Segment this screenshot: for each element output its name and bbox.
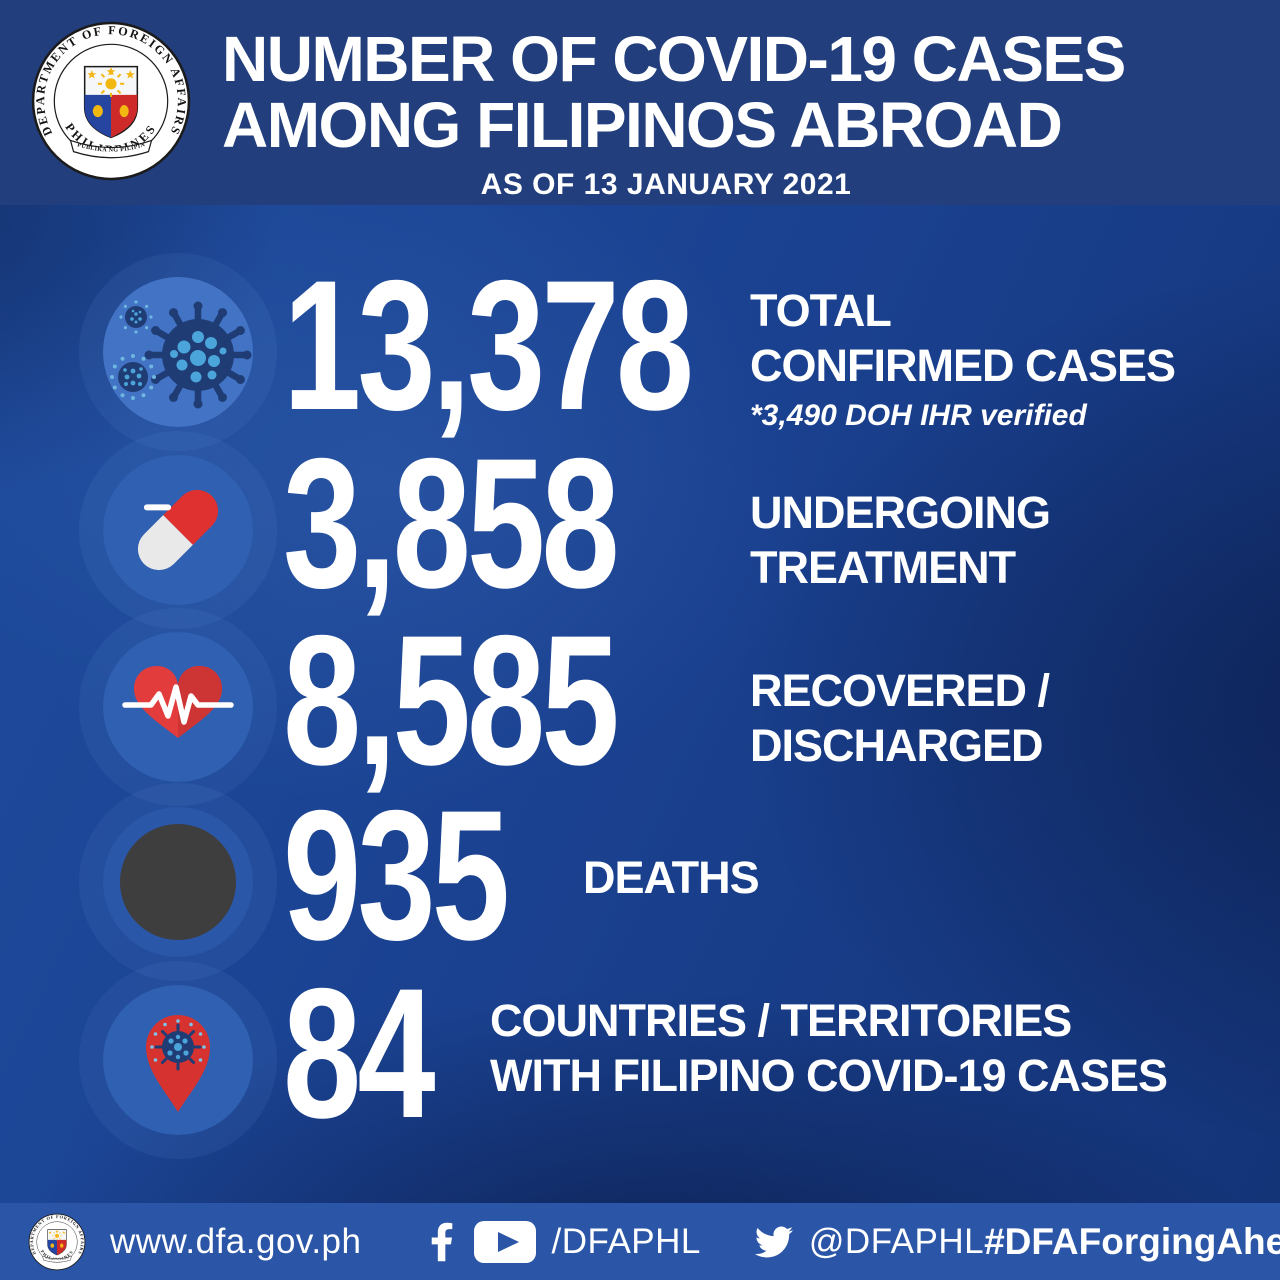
twitter-icon [754, 1226, 793, 1257]
stat-row-countries: 84 COUNTRIES / TERRITORIES WITH FILIPINO… [0, 961, 1280, 1146]
stat-value-treatment: 3,858 [283, 420, 620, 627]
stat-label-line: TOTAL [750, 285, 892, 336]
stat-label-line: COUNTRIES / TERRITORIES [490, 995, 1072, 1046]
as-of-date: AS OF 13 JANUARY 2021 [480, 168, 852, 201]
stats-body: 13,378 TOTAL CONFIRMED CASES *3,490 DOH … [0, 205, 1280, 1203]
stat-label-line: WITH FILIPINO COVID-19 CASES [490, 1050, 1168, 1101]
virus-icon [103, 277, 253, 427]
facebook-icon [431, 1222, 452, 1261]
heart-pulse-icon [103, 632, 253, 782]
map-pin-virus-icon [103, 985, 253, 1135]
stat-label-line: UNDERGOING [750, 487, 1051, 538]
twitter-handle: @DFAPHL [808, 1221, 985, 1261]
stat-label-line: CONFIRMED CASES [750, 340, 1176, 391]
campaign-hashtag: #DFAForgingAhead [984, 1220, 1280, 1262]
stat-label-treatment: UNDERGOING TREATMENT [750, 485, 1051, 595]
stat-row-deaths: 935 DEATHS [0, 783, 1280, 968]
page-title-line-1: NUMBER OF COVID-19 CASES [222, 23, 1126, 95]
doh-ihr-note: *3,490 DOH IHR verified [750, 399, 1087, 432]
stat-row-treatment: 3,858 UNDERGOING TREATMENT [0, 431, 1280, 616]
stat-value-deaths: 935 [283, 772, 510, 979]
dfa-seal-logo-small [28, 1213, 86, 1271]
stat-label-line: TREATMENT [750, 542, 1016, 593]
stat-label-line: DEATHS [583, 852, 760, 903]
header: NUMBER OF COVID-19 CASES AMONG FILIPINOS… [0, 0, 1280, 205]
dfa-seal-logo [30, 20, 192, 182]
stat-label-countries: COUNTRIES / TERRITORIES WITH FILIPINO CO… [490, 993, 1168, 1103]
deaths-circle-icon [103, 807, 253, 957]
stat-value-recovered: 8,585 [283, 597, 620, 804]
stat-label-recovered: RECOVERED / DISCHARGED [750, 663, 1050, 773]
stat-row-confirmed: 13,378 TOTAL CONFIRMED CASES *3,490 DOH … [0, 253, 1280, 438]
stat-value-confirmed: 13,378 [283, 242, 694, 449]
title-block: NUMBER OF COVID-19 CASES AMONG FILIPINOS… [222, 23, 1126, 202]
stat-label-line: DISCHARGED [750, 720, 1044, 771]
stat-row-recovered: 8,585 RECOVERED / DISCHARGED [0, 608, 1280, 793]
page-title-line-2: AMONG FILIPINOS ABROAD [222, 89, 1063, 161]
website-url: www.dfa.gov.ph [110, 1221, 362, 1261]
footer: www.dfa.gov.ph /DFAPHL @DFAPHL #DFAForgi… [0, 1203, 1280, 1280]
pill-icon [103, 455, 253, 605]
stat-value-countries: 84 [283, 950, 436, 1157]
stat-label-deaths: DEATHS [583, 850, 760, 905]
stat-label-line: RECOVERED / [750, 665, 1050, 716]
youtube-icon [473, 1220, 536, 1263]
fb-yt-handle: /DFAPHL [551, 1221, 701, 1261]
stat-label-confirmed: TOTAL CONFIRMED CASES *3,490 DOH IHR ver… [750, 283, 1176, 437]
